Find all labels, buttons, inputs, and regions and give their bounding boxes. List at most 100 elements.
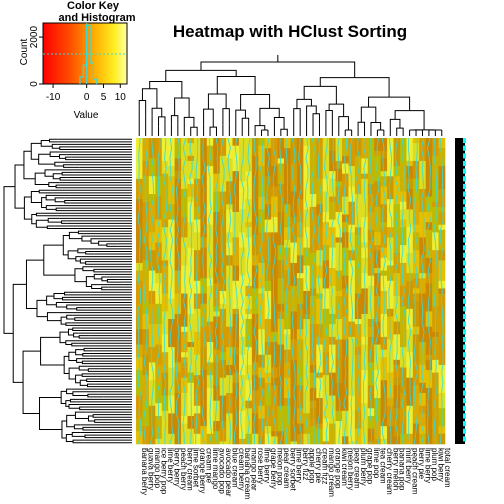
heatmap-cell-block [393,296,401,322]
heatmap-cell-block [387,265,394,282]
heatmap-cell-block [142,400,150,427]
trace-line [388,137,393,445]
trace-line [285,137,290,445]
heatmap-cell-block [425,326,433,356]
trace-line [272,137,277,445]
heatmap-cell-block [193,268,201,282]
row-dendrogram-branch [46,312,62,322]
column-label: grape berry [269,448,278,489]
row-dendrogram-branch [93,268,99,273]
heatmap-cell-block [277,138,285,144]
heatmap-cell-block [316,344,323,373]
heatmap-cell-block [187,143,195,157]
heatmap-cell-block [380,403,388,427]
heatmap-cell-block [174,143,182,159]
trace-line [426,137,432,445]
heatmap-cell-block [193,413,201,435]
heatmap-cell-block [187,201,195,218]
row-dendrogram-branch [66,314,75,320]
heatmap-cell-block [193,308,201,333]
row-dendrogram-branch [65,340,74,346]
heatmap-cell-block [245,313,253,320]
heatmap-cell-block [213,421,220,432]
heatmap-cell-block [187,178,195,185]
row-side-accent [463,214,466,220]
row-dendrogram-branch [77,230,84,235]
heatmap-cell-block [412,385,420,399]
heatmap-cell-block [239,232,246,248]
heatmap-cell-block [245,199,253,223]
heatmap-cell-block [251,189,259,210]
heatmap-cell-block [425,370,433,389]
row-dendrogram-branch [65,433,74,442]
heatmap-cell-block [419,342,426,366]
row-dendrogram-branch [46,225,55,230]
heatmap-cell-block [284,291,291,312]
heatmap-cell-block [187,336,195,343]
heatmap-cell-block [393,321,401,335]
heatmap-cell-block [322,211,330,223]
heatmap-cell-block [258,367,266,378]
trace-line [156,137,161,445]
row-dendrogram-branch [77,248,89,254]
heatmap-cell-block [406,138,414,162]
heatmap-cell-block [200,255,208,269]
heatmap-cell-block [425,229,433,259]
heatmap-cell-block [187,160,195,180]
heatmap-cell-block [232,426,240,445]
row-dendrogram-branch [68,403,80,409]
heatmap-cell-block [316,336,323,345]
heatmap-cell-block [367,408,375,417]
heatmap-cell-block [412,288,420,294]
heatmap-cell-block [432,387,439,417]
column-dendrogram-branch [207,93,227,110]
heatmap-cell-block [303,209,311,228]
heatmap-cell-block [329,150,336,172]
heatmap-cell-block [142,426,150,445]
column-label: mango pop [153,448,162,489]
heatmap-cell-block [374,268,381,274]
heatmap-cell-block [406,433,414,445]
heatmap-cell-block [290,311,298,317]
row-dendrogram-branch [98,240,107,246]
row-dendrogram-branch [49,151,60,157]
column-dendrogram-branch [151,107,163,117]
heatmap-cell-block [213,400,220,422]
row-dendrogram-branch [74,268,87,283]
row-dendrogram-branch [59,331,69,344]
heatmap-cell-block [271,196,278,218]
row-dendrogram-branch [55,184,66,189]
row-dendrogram-branch [3,186,16,334]
trace-line [407,137,412,445]
heatmap-cell-block [174,234,182,248]
heatmap-cell-block [387,308,394,317]
heatmap-cell-block [322,178,330,192]
column-label: banana berry [140,448,149,495]
heatmap-cell-block [239,247,246,276]
heatmap-cell-block [136,329,143,345]
column-label: lime berry [166,448,175,483]
heatmap-cell-block [296,362,304,386]
heatmap-cell-block [425,196,433,213]
heatmap-cell-block [412,334,420,363]
row-side-accent [463,252,466,258]
trace-line [278,137,283,445]
row-dendrogram-branch [73,424,83,430]
heatmap-cell-block [387,148,394,177]
row-dendrogram-branch [38,153,55,165]
heatmap-cell-block [322,160,330,172]
heatmap-cell-block [354,339,362,348]
row-dendrogram-branch [75,349,85,356]
heatmap-cell-block [290,163,298,192]
heatmap-cell-block [155,415,163,429]
heatmap-cell-block [181,367,188,378]
heatmap-cell-block [213,143,220,154]
heatmap-cell-block [245,296,253,310]
heatmap-cell-block [348,352,356,378]
heatmap-cell-block [142,313,150,330]
column-dendrogram-branch [240,93,271,111]
trace-line [433,137,438,445]
row-dendrogram-branch [66,414,76,428]
row-dendrogram-branch [71,432,85,437]
row-side-accent [463,428,466,434]
